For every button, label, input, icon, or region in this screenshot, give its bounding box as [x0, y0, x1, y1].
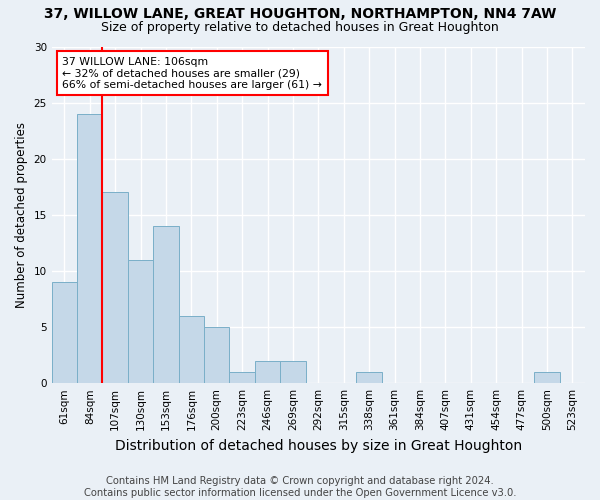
- Bar: [255, 360, 280, 383]
- Bar: [128, 260, 153, 383]
- Bar: [77, 114, 103, 383]
- Text: 37, WILLOW LANE, GREAT HOUGHTON, NORTHAMPTON, NN4 7AW: 37, WILLOW LANE, GREAT HOUGHTON, NORTHAM…: [44, 8, 556, 22]
- Y-axis label: Number of detached properties: Number of detached properties: [15, 122, 28, 308]
- Bar: [356, 372, 382, 383]
- Bar: [229, 372, 255, 383]
- Bar: [534, 372, 560, 383]
- Bar: [179, 316, 204, 383]
- Bar: [153, 226, 179, 383]
- Bar: [103, 192, 128, 383]
- Text: 37 WILLOW LANE: 106sqm
← 32% of detached houses are smaller (29)
66% of semi-det: 37 WILLOW LANE: 106sqm ← 32% of detached…: [62, 56, 322, 90]
- Bar: [280, 360, 305, 383]
- Bar: [204, 327, 229, 383]
- Bar: [52, 282, 77, 383]
- Text: Size of property relative to detached houses in Great Houghton: Size of property relative to detached ho…: [101, 21, 499, 34]
- X-axis label: Distribution of detached houses by size in Great Houghton: Distribution of detached houses by size …: [115, 438, 522, 452]
- Text: Contains HM Land Registry data © Crown copyright and database right 2024.
Contai: Contains HM Land Registry data © Crown c…: [84, 476, 516, 498]
